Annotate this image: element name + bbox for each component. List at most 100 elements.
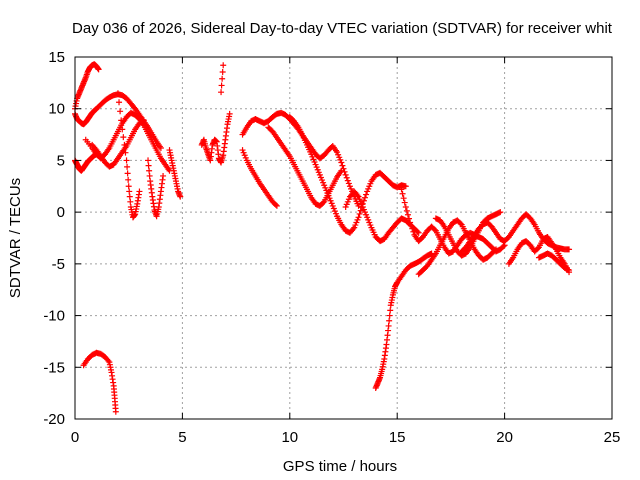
x-tick-label: 15 (389, 429, 406, 446)
data-point (127, 198, 134, 205)
series-t6 (114, 90, 143, 221)
data-point (497, 209, 504, 216)
data-point (117, 108, 124, 115)
y-tick-label: -10 (43, 308, 65, 325)
y-tick-label: -15 (43, 359, 65, 376)
data-point (105, 357, 112, 364)
data-point (406, 215, 413, 222)
y-tick-label: 0 (57, 204, 65, 221)
series-t1 (72, 151, 100, 174)
data-point (431, 226, 438, 233)
data-point (112, 408, 119, 415)
series-t14 (265, 124, 345, 209)
x-tick-label: 5 (178, 429, 186, 446)
series-t18 (398, 186, 508, 257)
data-point (566, 246, 573, 253)
data-point (410, 228, 417, 235)
data-point (387, 307, 394, 314)
data-points (72, 61, 573, 415)
data-point (407, 219, 414, 226)
data-point (140, 117, 147, 124)
data-point (403, 207, 410, 214)
data-point (320, 199, 327, 206)
data-point (157, 145, 164, 152)
data-point (125, 183, 132, 190)
x-axis-label: GPS time / hours (283, 458, 397, 475)
series-t19 (415, 217, 500, 278)
data-point (338, 167, 345, 174)
data-point (145, 162, 152, 169)
data-point (177, 193, 184, 200)
data-point (146, 167, 153, 174)
data-point (402, 203, 409, 210)
data-point (409, 225, 416, 232)
y-tick-label: 5 (57, 152, 65, 169)
data-point (220, 62, 227, 69)
data-point (273, 202, 280, 209)
series-t5 (89, 117, 147, 170)
data-point (342, 171, 349, 178)
data-point (415, 229, 422, 236)
series-t9 (80, 349, 119, 415)
data-point (123, 157, 130, 164)
data-point (355, 202, 362, 209)
data-point (272, 201, 279, 208)
data-point (566, 267, 573, 274)
series-t13 (239, 147, 280, 209)
data-point (118, 117, 125, 124)
y-axis-label: SDTVAR / TECUs (7, 178, 24, 298)
data-point (160, 172, 167, 179)
series-t23 (535, 250, 573, 274)
data-point (219, 68, 226, 75)
data-point (146, 172, 153, 179)
data-point (125, 176, 132, 183)
data-point (401, 199, 408, 206)
x-tick-label: 20 (496, 429, 513, 446)
data-point (116, 99, 123, 106)
data-point (356, 210, 363, 217)
data-point (95, 66, 102, 73)
data-point (114, 90, 121, 97)
series-t15 (286, 113, 409, 236)
y-tick-label: -5 (52, 256, 65, 273)
data-point (218, 82, 225, 89)
series-t3 (72, 91, 164, 152)
data-point (126, 193, 133, 200)
data-point (122, 149, 129, 156)
axis-ticks: 0 5 10 15 20 25 -20 -15 -10 -5 0 5 10 15 (43, 49, 620, 446)
x-tick-label: 10 (281, 429, 298, 446)
data-point (399, 190, 406, 197)
data-point (398, 186, 405, 193)
series-t10 (198, 110, 233, 166)
data-point (361, 194, 368, 201)
data-point (343, 174, 350, 181)
data-point (218, 89, 225, 96)
data-point (354, 192, 361, 199)
data-point (385, 322, 392, 329)
y-tick-label: 10 (48, 101, 65, 118)
data-point (226, 110, 233, 117)
data-point (357, 207, 364, 214)
data-point (124, 163, 131, 170)
data-point (121, 141, 128, 148)
data-point (400, 195, 407, 202)
data-point (126, 188, 133, 195)
data-point (350, 225, 357, 232)
data-point (404, 211, 411, 218)
plot-frame (74, 56, 613, 420)
series-t7 (145, 157, 167, 220)
x-tick-label: 25 (604, 429, 621, 446)
data-point (339, 162, 346, 169)
data-point (136, 188, 143, 195)
data-point (139, 117, 146, 124)
series-t22 (505, 233, 573, 276)
data-point (360, 197, 367, 204)
data-point (386, 317, 393, 324)
data-point (363, 191, 370, 198)
data-point (124, 170, 131, 177)
data-point (402, 183, 409, 190)
y-tick-label: 15 (48, 49, 65, 66)
data-point (408, 222, 415, 229)
